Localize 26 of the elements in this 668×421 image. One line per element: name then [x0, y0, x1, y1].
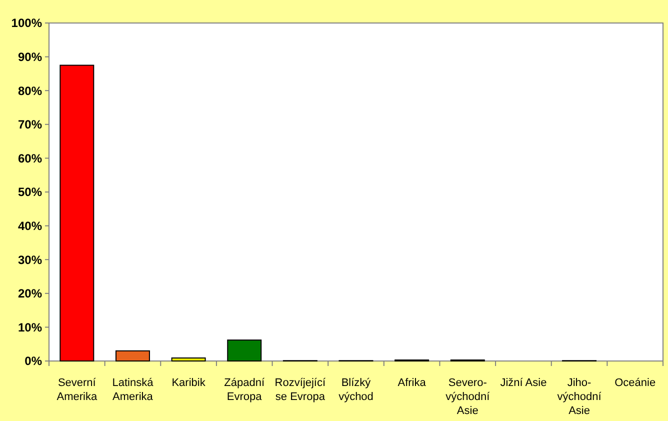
y-tick-label: 30% — [18, 252, 42, 267]
y-tick-label: 20% — [18, 286, 42, 301]
y-tick-label: 60% — [18, 151, 42, 166]
y-tick-label: 100% — [11, 16, 42, 30]
bar — [227, 340, 262, 362]
y-tick-label: 80% — [18, 84, 42, 98]
x-tick-label: Severo- východní Asie — [446, 377, 491, 417]
x-tick-label: Jižní Asie — [500, 377, 547, 389]
x-tick-label: Rozvíjející se Evropa — [274, 377, 326, 403]
y-tick-label: 50% — [18, 185, 42, 200]
y-tick-label: 70% — [18, 118, 42, 132]
y-tick-label: 40% — [18, 219, 42, 233]
x-tick-label: Karibik — [172, 377, 206, 389]
x-tick-label: Severní Amerika — [56, 377, 98, 403]
x-tick-label: Blízký východ — [338, 377, 374, 403]
x-tick-label: Jiho- východní Asie — [557, 377, 602, 417]
bar — [171, 357, 206, 362]
bar — [115, 350, 150, 362]
y-tick-label: 10% — [18, 320, 42, 334]
x-tick-label: Oceánie — [614, 377, 656, 389]
x-tick-label: Západní Evropa — [224, 377, 266, 403]
y-tick-label: 0% — [24, 354, 42, 368]
bar — [60, 64, 94, 362]
y-tick-label: 90% — [18, 50, 42, 64]
x-tick-label: Afrika — [398, 377, 427, 389]
x-tick-label: Latinská Amerika — [112, 377, 154, 403]
